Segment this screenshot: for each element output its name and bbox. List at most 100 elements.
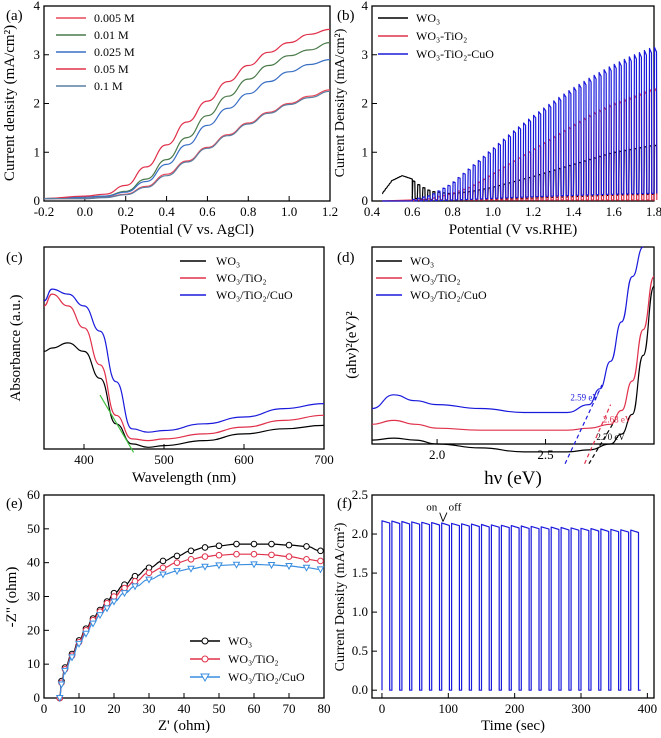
panel-e-point-wo-tio-cuo <box>215 562 223 570</box>
panel-c-ylabel: Absorbance (a.u.) <box>8 294 24 401</box>
panel-b-series-wo-tio <box>382 87 658 202</box>
panel-e-xtick-label: 80 <box>318 701 331 716</box>
legend-label-0005m: 0.005 M <box>94 11 135 25</box>
panel-e-point-wo-tio-cuo <box>285 563 293 571</box>
panel-e-point-wo <box>285 541 293 549</box>
panel-e-point-wo-tio <box>285 553 293 560</box>
panel-e-ytick-label: 20 <box>27 622 40 637</box>
panel-c-xtick-label: 700 <box>314 452 334 467</box>
panel-a-label: (a) <box>6 8 23 24</box>
panel-e-point-wo-tio <box>110 593 118 600</box>
panel-b-xtick-label: 0.8 <box>444 204 460 219</box>
panel-e-point-wo-tio <box>121 584 128 592</box>
panel-e-ytick-label: 40 <box>27 555 40 570</box>
panel-e-point-wo-tio-cuo <box>187 565 195 573</box>
panel-a-legend: 0.005 M 0.01 M 0.025 M 0.05 M 0.1 M <box>56 11 135 93</box>
panel-f-label: (f) <box>337 496 352 512</box>
panel-f-chart: 0 100 200 300 400 0.0 0.5 1.0 1.5 2.0 2.5 on off (f… <box>333 487 657 734</box>
panel-e-label: (e) <box>6 496 23 512</box>
panel-e-point-wo-tio <box>233 550 240 558</box>
panel-c-series <box>43 288 325 453</box>
panel-e-xtick-label: 40 <box>178 701 191 716</box>
panel-d-label: (d) <box>337 250 355 266</box>
panel-a-series-0-05-m <box>43 28 331 200</box>
panel-a-ytick-label: 4 <box>34 0 41 13</box>
panel-e-point-wo <box>268 540 275 548</box>
panel-b-xtick-label: 1.0 <box>485 204 501 219</box>
panel-f-ylabel: Current Density (mA/cm²) <box>333 522 348 671</box>
panel-e-point-wo <box>250 540 258 548</box>
panel-e-point-wo-tio-cuo <box>201 563 209 571</box>
legend-label-wo3: WO₃ <box>416 11 440 25</box>
legend-label-d-wo3-tio2: WO₃/TiO₂ <box>410 271 461 285</box>
legend-marker-e-wo3 <box>201 637 209 645</box>
panel-e-point-wo <box>233 540 240 548</box>
panel-f-ytick-label: 1.5 <box>352 565 368 580</box>
panel-a-series-0-025-m <box>43 59 331 200</box>
panel-e-legend: WO₃ WO₃/TiO₂ WO₃/TiO₂/CuO <box>190 634 305 684</box>
legend-label-e-wo3-tio2: WO₃/TiO₂ <box>228 652 279 666</box>
panel-e-point-wo-tio-cuo <box>316 566 325 574</box>
panel-e-point-wo-tio <box>268 551 275 559</box>
panel-a-series-0-005-m <box>44 89 331 200</box>
panel-d-chart: 2.0 2.5 2.59 eV 2.68 eV 2.70 eV (d) hν (eV)… <box>337 246 655 489</box>
panel-e-point-wo-tio-cuo <box>267 562 276 570</box>
legend-label-c-wo3: WO₃ <box>216 254 240 268</box>
panel-e-point-wo <box>173 552 181 560</box>
panel-e-point-wo-tio-cuo <box>173 568 181 576</box>
panel-b-ytick-label: 4 <box>362 0 369 13</box>
legend-label-e-wo3-tio2-cuo: WO₃/TiO₂/CuO <box>228 670 305 684</box>
legend-marker-e-wo3-tio2-cuo <box>200 673 210 683</box>
panel-c-xtick-label: 600 <box>234 452 254 467</box>
panel-e-chart: 0 10 20 30 40 50 60 70 80 0 10 20 30 40 50 60 (e) Z' (o… <box>4 487 331 734</box>
panel-c-xtick-label: 500 <box>154 452 174 467</box>
panel-c-plot-frame <box>43 246 325 450</box>
panel-d-annotations: 2.59 eV 2.68 eV 2.70 eV <box>564 384 632 465</box>
panel-c-label: (c) <box>6 250 23 266</box>
panel-a-xtick-label: 0.0 <box>77 204 93 219</box>
panel-e-series <box>55 540 325 703</box>
panel-f-ytick-label: 0.0 <box>352 682 368 697</box>
legend-label-d-wo3-tio2-cuo: WO₃/TiO₂/CuO <box>410 288 487 302</box>
panel-a-series-0-1-m <box>44 90 331 200</box>
panel-d-xtick-label: 2.0 <box>429 447 445 462</box>
panel-e-point-wo-tio <box>201 553 209 560</box>
panel-e-xtick-label: 50 <box>213 701 226 716</box>
panel-a-xtick-label: 0.8 <box>240 204 256 219</box>
panel-d-ticks: 2.0 2.5 <box>429 439 554 462</box>
panel-a-ytick-label: 1 <box>34 144 41 159</box>
panel-f-series-photocurrent <box>381 520 641 691</box>
panel-e-ylabel: -Z" (ohm) <box>4 567 20 628</box>
panel-e-point-wo-tio <box>317 557 324 565</box>
panel-f-annotation-on: on <box>426 502 438 514</box>
panel-d-series-wo <box>371 285 655 453</box>
panel-e-point-wo-tio <box>103 599 111 607</box>
panel-e-point-wo-tio-cuo <box>103 605 111 613</box>
panel-f-ytick-label: 0.5 <box>352 643 368 658</box>
panel-b-label: (b) <box>337 8 355 24</box>
panel-e-point-wo-tio-cuo <box>250 561 258 569</box>
panel-e-xtick-label: 30 <box>143 701 156 716</box>
panel-a-series <box>43 28 331 200</box>
panel-e-point-wo <box>215 542 223 550</box>
panel-d-xlabel: hν (eV) <box>484 468 542 489</box>
panel-b-chart: 0.4 0.6 0.8 1.0 1.2 1.4 1.6 1.8 0 1 2 3 4 (b) Potent… <box>333 0 661 238</box>
panel-a-xtick-label: 0.2 <box>118 204 134 219</box>
panel-e-point-wo-tio-cuo <box>75 640 83 648</box>
panel-b-series-wo <box>381 144 658 201</box>
panel-a-ytick-label: 2 <box>34 96 41 111</box>
panel-f-plot-frame <box>371 494 655 699</box>
panel-e-point-wo-tio-cuo <box>89 620 97 628</box>
panel-e-ytick-label: 60 <box>27 487 40 502</box>
panel-e-point-wo-tio-cuo <box>55 695 64 703</box>
panel-a-xlabel: Potential (V vs. AgCl) <box>120 222 254 238</box>
panel-e-point-wo <box>317 547 324 555</box>
panel-d-tangent-0 <box>564 384 603 464</box>
panel-e-xlabel: Z' (ohm) <box>158 718 210 734</box>
legend-label-005m: 0.05 M <box>94 62 129 76</box>
panel-b-xtick-label: 1.6 <box>606 204 623 219</box>
panel-b-ticks: 0.4 0.6 0.8 1.0 1.2 1.4 1.6 1.8 0 1 2 3 4 <box>362 0 661 219</box>
legend-label-e-wo3: WO₃ <box>228 634 252 648</box>
panel-e-xtick-label: 20 <box>108 701 121 716</box>
panel-f-arrow-on <box>439 512 444 522</box>
